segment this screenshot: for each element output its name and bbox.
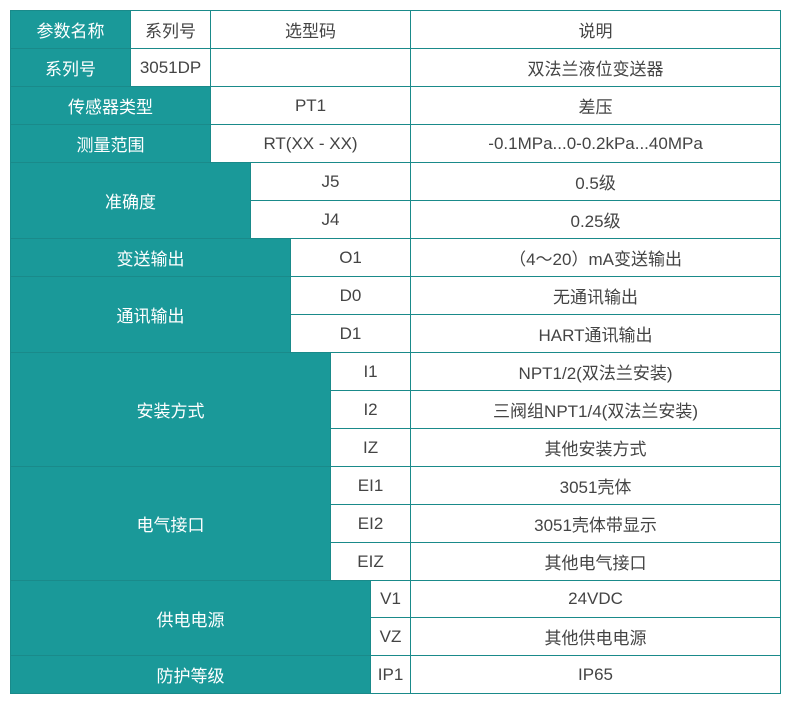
sensor-label: 传感器类型 [11, 87, 211, 125]
row-elec-1: 电气接口 EI1 3051壳体 [11, 467, 781, 505]
power-code-2: VZ [371, 618, 411, 656]
output-label: 变送输出 [11, 239, 291, 277]
row-ip: 防护等级 IP1 IP65 [11, 656, 781, 694]
range-desc: -0.1MPa...0-0.2kPa...40MPa [411, 125, 781, 163]
series-code: 3051DP [131, 49, 211, 87]
elec-label: 电气接口 [11, 467, 331, 581]
install-code-3: IZ [331, 429, 411, 467]
install-desc-2: 三阀组NPT1/4(双法兰安装) [411, 391, 781, 429]
series-desc: 双法兰液位变送器 [411, 49, 781, 87]
ip-desc: IP65 [411, 656, 781, 694]
comm-code-1: D0 [291, 277, 411, 315]
spec-table: 参数名称 系列号 选型码 说明 系列号 3051DP 双法兰液位变送器 传感器类… [10, 10, 781, 694]
output-code: O1 [291, 239, 411, 277]
series-label: 系列号 [11, 49, 131, 87]
elec-desc-3: 其他电气接口 [411, 543, 781, 581]
row-install-1: 安装方式 I1 NPT1/2(双法兰安装) [11, 353, 781, 391]
comm-desc-2: HART通讯输出 [411, 315, 781, 353]
row-comm-1: 通讯输出 D0 无通讯输出 [11, 277, 781, 315]
install-desc-3: 其他安装方式 [411, 429, 781, 467]
sensor-code: PT1 [211, 87, 411, 125]
header-row: 参数名称 系列号 选型码 说明 [11, 11, 781, 49]
series-code-spacer [211, 49, 411, 87]
range-label: 测量范围 [11, 125, 211, 163]
row-series: 系列号 3051DP 双法兰液位变送器 [11, 49, 781, 87]
accuracy-code-2: J4 [251, 201, 411, 239]
output-desc: （4～20）mA变送输出 [411, 239, 781, 277]
power-label: 供电电源 [11, 581, 371, 656]
sensor-desc: 差压 [411, 87, 781, 125]
power-desc-2: 其他供电电源 [411, 618, 781, 656]
comm-desc-1: 无通讯输出 [411, 277, 781, 315]
install-label: 安装方式 [11, 353, 331, 467]
accuracy-code-1: J5 [251, 163, 411, 201]
header-param-name: 参数名称 [11, 11, 131, 49]
ip-label: 防护等级 [11, 656, 371, 694]
power-code-1: V1 [371, 581, 411, 618]
install-desc-1: NPT1/2(双法兰安装) [411, 353, 781, 391]
accuracy-label: 准确度 [11, 163, 251, 239]
elec-desc-1: 3051壳体 [411, 467, 781, 505]
row-sensor: 传感器类型 PT1 差压 [11, 87, 781, 125]
elec-code-2: EI2 [331, 505, 411, 543]
ip-code: IP1 [371, 656, 411, 694]
install-code-1: I1 [331, 353, 411, 391]
comm-label: 通讯输出 [11, 277, 291, 353]
accuracy-desc-2: 0.25级 [411, 201, 781, 239]
comm-code-2: D1 [291, 315, 411, 353]
install-code-2: I2 [331, 391, 411, 429]
range-code: RT(XX - XX) [211, 125, 411, 163]
row-power-1: 供电电源 V1 24VDC [11, 581, 781, 618]
elec-code-3: EIZ [331, 543, 411, 581]
accuracy-desc-1: 0.5级 [411, 163, 781, 201]
power-desc-1: 24VDC [411, 581, 781, 618]
header-series: 系列号 [131, 11, 211, 49]
row-output: 变送输出 O1 （4～20）mA变送输出 [11, 239, 781, 277]
header-desc: 说明 [411, 11, 781, 49]
header-code: 选型码 [211, 11, 411, 49]
elec-desc-2: 3051壳体带显示 [411, 505, 781, 543]
row-range: 测量范围 RT(XX - XX) -0.1MPa...0-0.2kPa...40… [11, 125, 781, 163]
elec-code-1: EI1 [331, 467, 411, 505]
row-accuracy-1: 准确度 J5 0.5级 [11, 163, 781, 201]
